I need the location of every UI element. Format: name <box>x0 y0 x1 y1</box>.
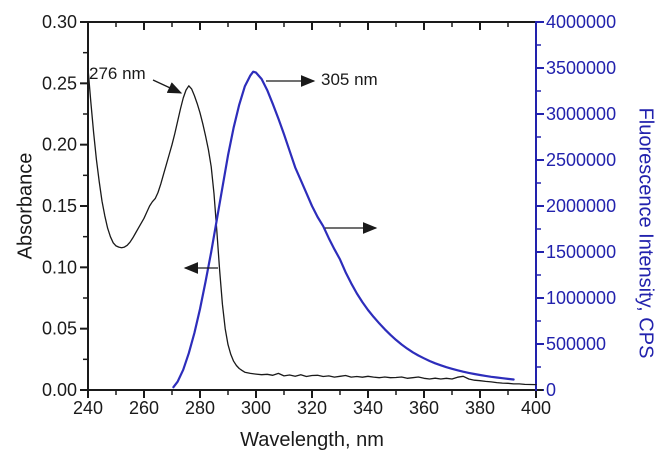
y-right-tick-label: 0 <box>546 380 556 400</box>
x-tick-label: 300 <box>241 398 271 418</box>
y-left-tick-label: 0.10 <box>42 257 77 277</box>
y-right-tick-label: 4000000 <box>546 12 616 32</box>
x-tick-label: 380 <box>465 398 495 418</box>
y-left-tick-label: 0.00 <box>42 380 77 400</box>
y-right-tick-label: 500000 <box>546 334 606 354</box>
y-left-tick-label: 0.30 <box>42 12 77 32</box>
y-right-tick-label: 3000000 <box>546 104 616 124</box>
fluorescence-peak-annotation: 305 nm <box>321 70 378 89</box>
x-tick-label: 280 <box>185 398 215 418</box>
y-right-tick-label: 2500000 <box>546 150 616 170</box>
left-axis-title: Absorbance <box>14 152 37 260</box>
y-left-tick-label: 0.25 <box>42 73 77 93</box>
x-tick-label: 360 <box>409 398 439 418</box>
y-left-tick-label: 0.15 <box>42 196 77 216</box>
x-tick-label: 340 <box>353 398 383 418</box>
y-right-tick-label: 2000000 <box>546 196 616 216</box>
y-left-tick-label: 0.20 <box>42 135 77 155</box>
y-right-tick-label: 3500000 <box>546 58 616 78</box>
y-right-tick-label: 1000000 <box>546 288 616 308</box>
x-tick-label: 260 <box>129 398 159 418</box>
absorbance-curve <box>87 67 537 386</box>
x-tick-label: 400 <box>521 398 551 418</box>
right-axis-title: Fluorescence Intensity, CPS <box>634 107 657 359</box>
y-left-tick-label: 0.05 <box>42 319 77 339</box>
absorbance-peak-label-arrow <box>152 79 183 94</box>
absorbance-peak-annotation: 276 nm <box>89 64 146 83</box>
y-right-tick-label: 1500000 <box>546 242 616 262</box>
fluorescence-curve <box>172 70 515 389</box>
x-axis-title: Wavelength, nm <box>240 429 384 451</box>
x-tick-label: 320 <box>297 398 327 418</box>
x-tick-label: 240 <box>73 398 103 418</box>
